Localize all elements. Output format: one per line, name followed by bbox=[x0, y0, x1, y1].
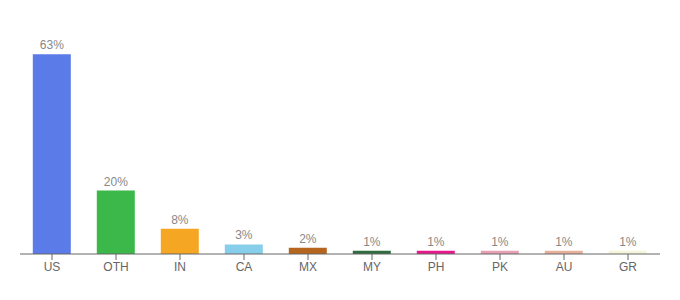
svg-text:MY: MY bbox=[363, 260, 381, 274]
svg-text:PH: PH bbox=[428, 260, 445, 274]
svg-text:2%: 2% bbox=[299, 232, 317, 246]
svg-text:PK: PK bbox=[492, 260, 508, 274]
svg-text:3%: 3% bbox=[235, 228, 253, 242]
svg-text:20%: 20% bbox=[104, 175, 128, 189]
svg-text:1%: 1% bbox=[427, 235, 445, 249]
svg-text:MX: MX bbox=[299, 260, 317, 274]
svg-text:1%: 1% bbox=[491, 235, 509, 249]
svg-text:US: US bbox=[44, 260, 61, 274]
svg-text:CA: CA bbox=[236, 260, 253, 274]
svg-text:OTH: OTH bbox=[103, 260, 128, 274]
svg-text:1%: 1% bbox=[555, 235, 573, 249]
svg-text:IN: IN bbox=[174, 260, 186, 274]
svg-text:1%: 1% bbox=[363, 235, 381, 249]
svg-text:1%: 1% bbox=[619, 235, 637, 249]
svg-text:AU: AU bbox=[556, 260, 573, 274]
svg-text:8%: 8% bbox=[171, 213, 189, 227]
svg-text:GR: GR bbox=[619, 260, 637, 274]
svg-text:63%: 63% bbox=[40, 38, 64, 52]
